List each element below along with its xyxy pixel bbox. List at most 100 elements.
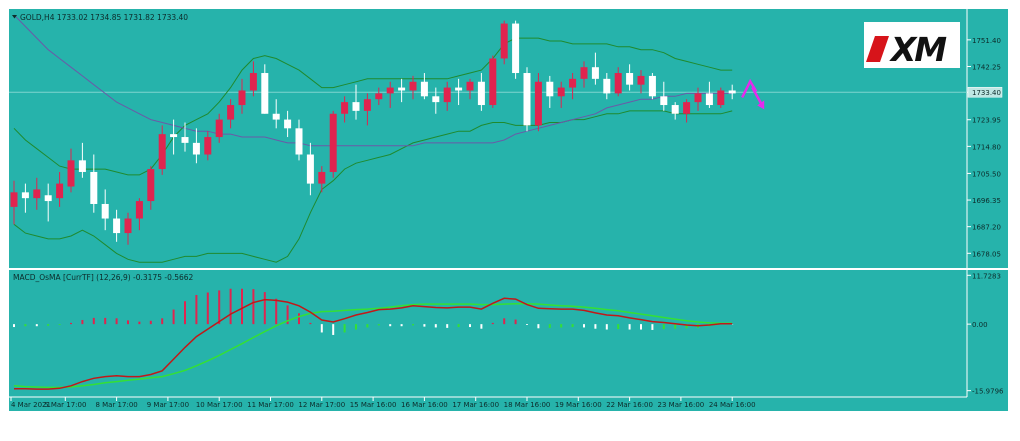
candle [728,84,736,100]
candle [44,183,52,222]
candle [569,73,577,100]
candle-body [375,93,383,100]
candle-body [181,137,189,143]
candle-body [147,169,155,202]
candle [341,96,349,123]
time-tick-label: 24 Mar 16:00 [709,401,756,409]
candle-body [432,96,440,103]
candle [295,119,303,161]
candle [705,81,713,108]
candle [477,73,485,111]
candle-body [135,201,143,219]
candle-body [489,58,497,106]
time-tick-label: 4 Mar 2021 [11,401,51,409]
price-tick-label: 1723.95 [972,117,1001,125]
candle-body [306,154,314,184]
candle [181,122,189,152]
candle [466,78,474,100]
candle [227,99,235,129]
candle-body [500,23,508,59]
candle-body [192,142,200,155]
candle [534,73,542,132]
candle-body [420,81,428,97]
candle-body [158,134,166,170]
time-tick-label: 17 Mar 16:00 [452,401,499,409]
osc-tick-label: -15.9796 [972,388,1004,396]
bollinger-upper-line [13,37,733,176]
candle-body [648,75,656,97]
candle-body [90,171,98,204]
candle-body [33,189,41,199]
candle-body [717,90,725,106]
candle-body [580,67,588,79]
candle-body [10,192,18,207]
candle-body [728,90,736,94]
candle-body [386,87,394,94]
candle-body [204,137,212,155]
candle-body [614,73,622,94]
candle [135,198,143,231]
candle-body [272,113,280,120]
candle-body [637,75,645,85]
candle-body [215,119,223,138]
candle [660,81,668,111]
forecast-up-arrow [741,78,758,98]
candle [637,70,645,94]
time-tick-label: 9 Mar 17:00 [147,401,189,409]
time-scale-background [9,397,1008,411]
candle-body [523,73,531,126]
candle [363,93,371,126]
candle [512,20,520,79]
candle [78,142,86,178]
candle-body [261,73,269,114]
candle-body [363,99,371,111]
time-tick-label: 15 Mar 16:00 [350,401,397,409]
candle [352,84,360,120]
candle [329,110,337,178]
candle-body [409,81,417,91]
last-price-box [967,86,1003,98]
candle-body [124,218,132,234]
candle [249,61,257,97]
candle-body [341,102,349,114]
candle [56,171,64,207]
moving-average-line [13,14,733,147]
price-tick-label: 1678.05 [972,250,1001,258]
candle [306,142,314,196]
candle-body [512,23,520,74]
candle [21,183,29,213]
triangle-down-icon[interactable] [12,15,17,19]
candle [455,78,463,106]
candle [591,52,599,85]
indicator-caption: MACD_OsMA [CurrTF] (12,26,9) -0.3175 -0.… [13,273,194,282]
candle [432,87,440,114]
candle-body [591,67,599,79]
candle-body [626,73,634,85]
candle [626,64,634,91]
candle [500,20,508,65]
candle-body [295,128,303,155]
candle [398,78,406,103]
time-tick-label: 19 Mar 16:00 [555,401,602,409]
time-tick-label: 18 Mar 16:00 [504,401,551,409]
price-tick-label: 1714.80 [972,143,1001,151]
candle [33,177,41,210]
candle [683,99,691,123]
candle [272,99,280,129]
candle [284,110,292,138]
candle-body [466,81,474,91]
candle [238,78,246,114]
candle [409,75,417,100]
time-tick-label: 12 Mar 17:00 [298,401,345,409]
price-tick-label: 1705.50 [972,170,1001,178]
candle-body [67,160,75,187]
candle-body [101,203,109,219]
time-tick-label: 11 Mar 17:00 [247,401,294,409]
candle-body [113,218,121,234]
candle-body [557,87,565,97]
candle-body [534,81,542,126]
candle [648,73,656,100]
candle [557,81,565,108]
osc-tick-label: 11.7283 [972,272,1001,280]
